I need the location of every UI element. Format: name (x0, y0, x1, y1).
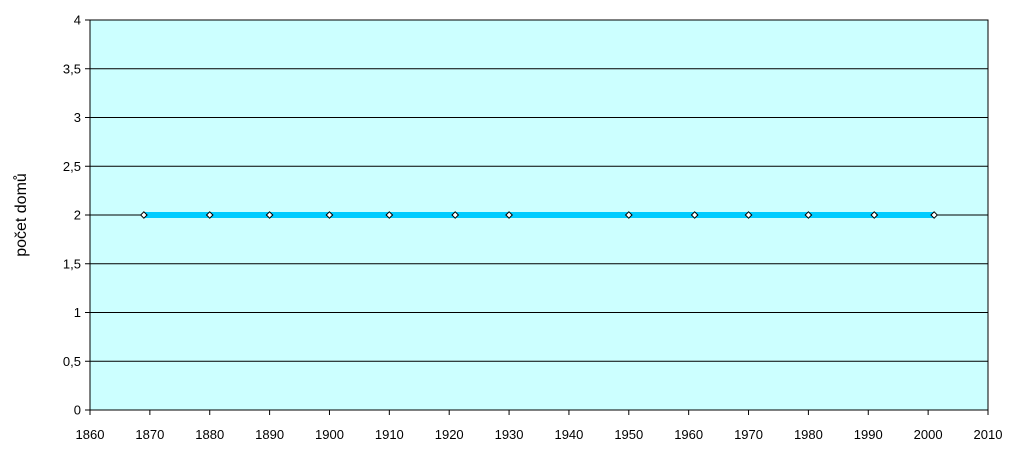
x-tick-label: 1890 (255, 427, 284, 442)
y-tick-label: 3 (74, 110, 81, 125)
data-point (325, 211, 334, 219)
x-tick-label: 1940 (554, 427, 583, 442)
x-tick-label: 1920 (435, 427, 464, 442)
x-tick-label: 1970 (734, 427, 763, 442)
x-tick-label: 1910 (375, 427, 404, 442)
data-point (744, 211, 753, 219)
y-tick-label: 0 (74, 403, 81, 418)
series-layer (139, 211, 939, 219)
x-tick-label: 1960 (674, 427, 703, 442)
y-tick-label: 2,5 (63, 159, 81, 174)
x-tick-label: 1980 (794, 427, 823, 442)
y-axis-title: počet domů (12, 173, 30, 257)
axes: 0 0,5 1 1,5 2 2,5 3 3,5 4 1860 1870 1880 1890 1900 191… (63, 13, 1003, 443)
y-tick-label: 3,5 (63, 61, 81, 76)
y-tick-label: 1 (74, 305, 81, 320)
x-tick-label: 1930 (495, 427, 524, 442)
data-point (451, 211, 460, 219)
y-tick-label: 2 (74, 208, 81, 223)
data-point (870, 211, 879, 219)
x-tick-label: 2000 (914, 427, 943, 442)
data-point (385, 211, 394, 219)
y-tick-label: 0,5 (63, 354, 81, 369)
x-tick-label: 1900 (315, 427, 344, 442)
x-tick-label: 2010 (974, 427, 1003, 442)
data-point (804, 211, 813, 219)
data-point (930, 211, 939, 219)
x-tick-label: 1880 (195, 427, 224, 442)
data-point (205, 211, 214, 219)
x-tick-label: 1860 (76, 427, 105, 442)
data-point (624, 211, 633, 219)
data-point (139, 211, 148, 219)
y-tick-label: 1,5 (63, 256, 81, 271)
data-point (265, 211, 274, 219)
data-point (690, 211, 699, 219)
x-tick-label: 1950 (614, 427, 643, 442)
y-tick-label: 4 (74, 13, 81, 28)
data-point (505, 211, 513, 219)
x-tick-label: 1990 (854, 427, 883, 442)
x-tick-label: 1870 (135, 427, 164, 442)
